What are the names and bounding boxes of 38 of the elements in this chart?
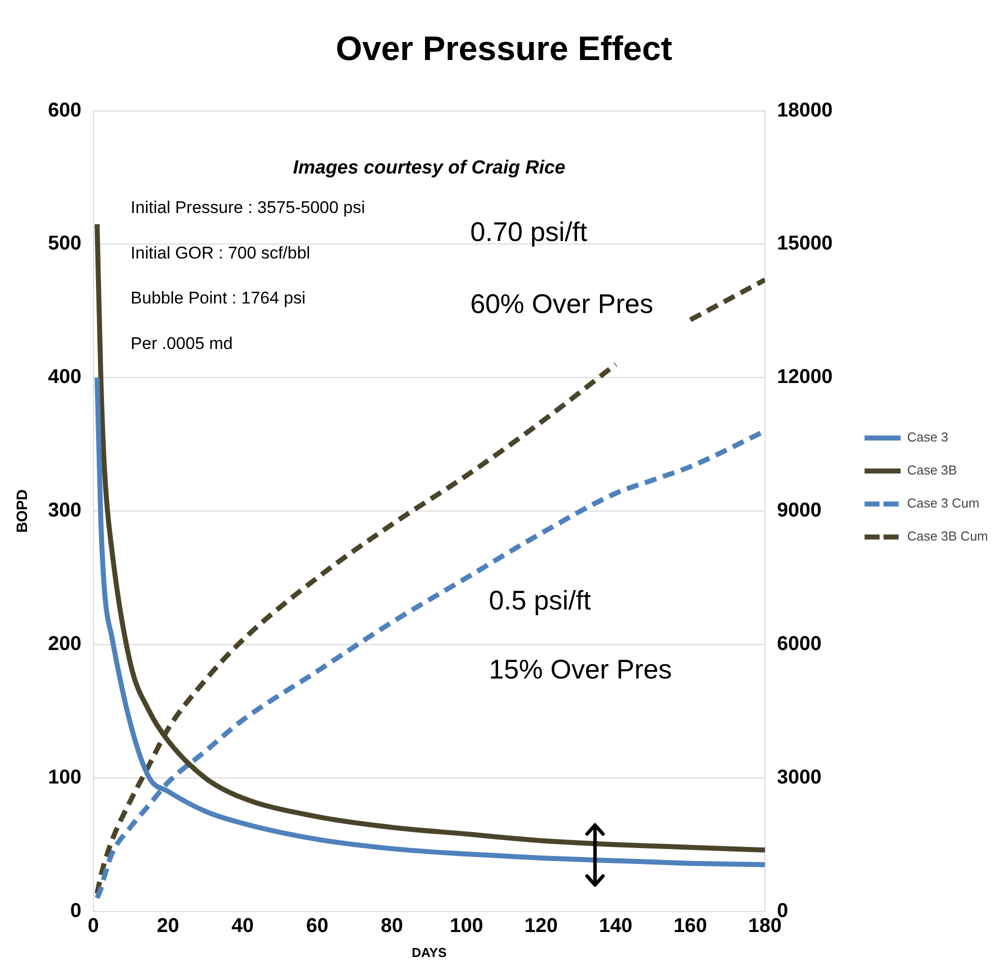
annotation: Initial Pressure : 3575-5000 psi <box>130 198 366 217</box>
annotation: Initial GOR : 700 scf/bbl <box>130 243 310 262</box>
y-tick-label: 500 <box>48 232 82 255</box>
x-tick-label: 80 <box>380 914 403 937</box>
x-tick-label: 20 <box>156 914 180 937</box>
y2-tick-label: 9000 <box>776 500 822 522</box>
y2-tick-label: 6000 <box>776 633 822 656</box>
y-tick-label: 0 <box>70 900 82 922</box>
annotation: 60% Over Pres <box>470 289 654 320</box>
y2-tick-label: 18000 <box>776 99 833 122</box>
legend-label: Case 3B <box>907 462 957 478</box>
x-tick-label: 100 <box>450 914 484 937</box>
x-axis-title: DAYS <box>412 944 447 960</box>
annotation: Per .0005 md <box>130 334 233 353</box>
x-tick-label: 40 <box>231 914 254 937</box>
legend-label: Case 3 Cum <box>907 496 980 511</box>
legend-label: Case 3 <box>907 430 948 445</box>
y2-tick-label: 3000 <box>776 766 822 788</box>
y-axis-title: BOPD <box>14 489 32 533</box>
legend-label: Case 3B Cum <box>907 528 988 544</box>
annotation: 0.70 psi/ft <box>470 217 588 248</box>
y-tick-label: 400 <box>48 366 82 388</box>
annotation: 0.5 psi/ft <box>488 585 592 616</box>
x-tick-label: 140 <box>599 914 632 937</box>
x-tick-label: 120 <box>524 914 558 937</box>
annotation: Bubble Point : 1764 psi <box>130 288 306 308</box>
x-tick-label: 60 <box>306 914 328 937</box>
y2-tick-label: 12000 <box>776 366 833 388</box>
x-tick-label: 160 <box>674 914 708 937</box>
y2-tick-label: 15000 <box>776 232 833 255</box>
annotation: 15% Over Pres <box>488 654 672 685</box>
y-tick-label: 300 <box>48 500 82 522</box>
annotation: Images courtesy of Craig Rice <box>292 157 566 178</box>
chart-title: Over Pressure Effect <box>336 30 672 68</box>
x-tick-label: 0 <box>88 914 99 937</box>
y-tick-label: 100 <box>48 766 82 788</box>
y-tick-label: 200 <box>48 633 82 656</box>
y-tick-label: 600 <box>48 99 82 122</box>
